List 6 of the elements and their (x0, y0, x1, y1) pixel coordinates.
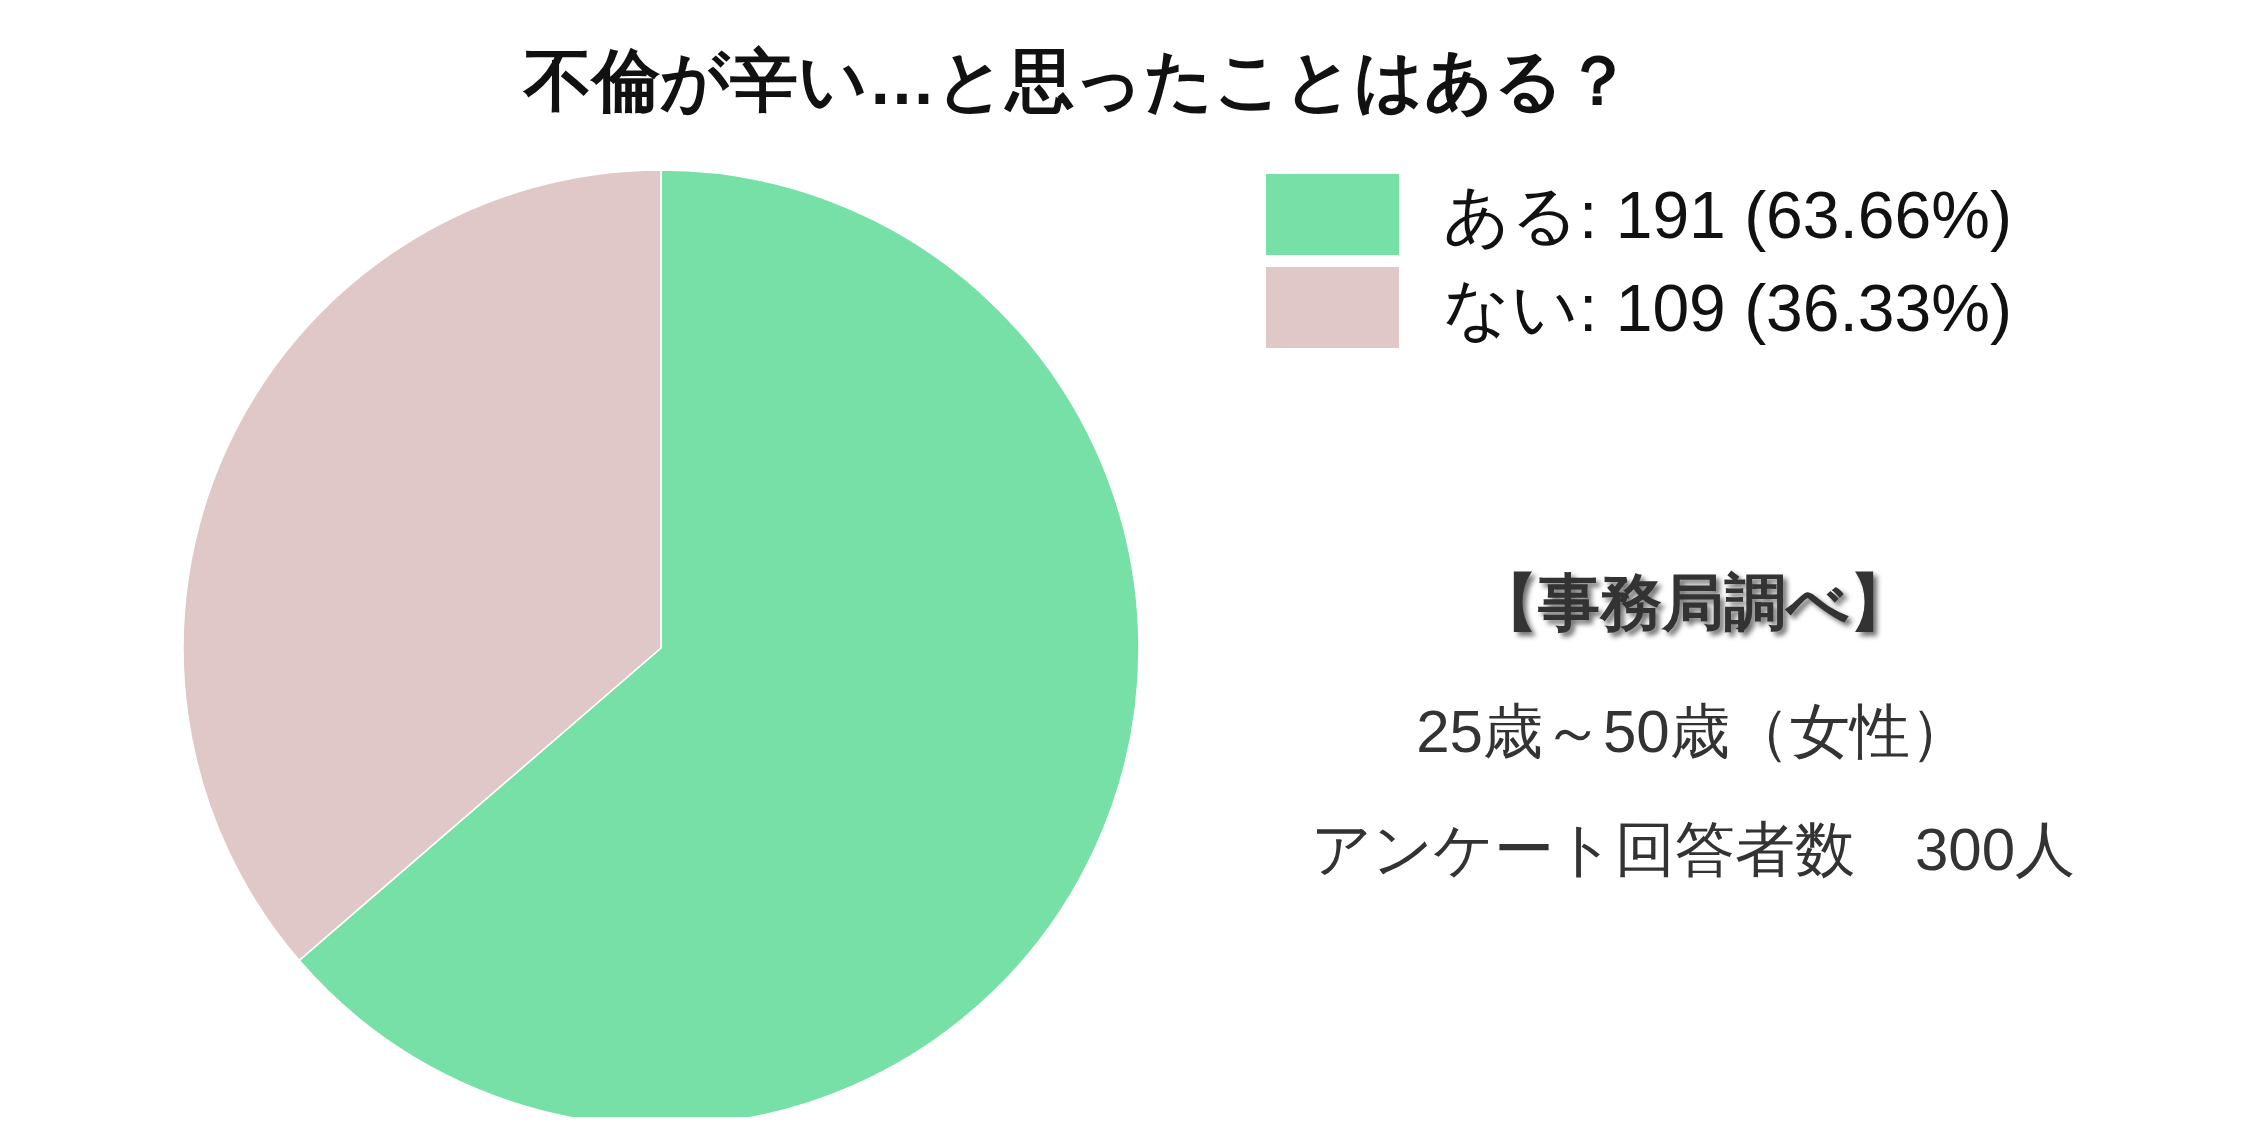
chart-title: 不倫が辛い…と思ったことはある？ (522, 41, 1633, 120)
legend-label: ない: 109 (36.33%) (1443, 270, 2012, 345)
legend-label: ある: 191 (63.66%) (1443, 177, 2012, 252)
text: アンケート回答者数 300人 (1309, 815, 2077, 885)
text: 25歳～50歳（女性） (1415, 697, 1971, 767)
text: 【事務局調べ】 (1474, 567, 1912, 639)
